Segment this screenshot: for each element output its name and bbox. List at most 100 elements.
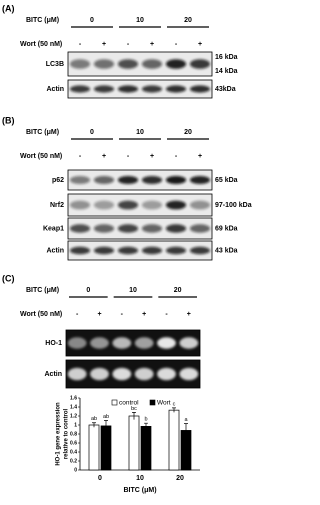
- size-label: 97-100 kDa: [215, 202, 252, 209]
- y-tick-label: 0.6: [70, 440, 77, 446]
- y-tick-label: 0.4: [70, 449, 77, 455]
- blot-frame: [67, 79, 213, 99]
- band: [179, 337, 199, 349]
- blot-frame: [67, 51, 213, 77]
- band: [93, 59, 115, 69]
- significance-letter: ab: [103, 414, 109, 420]
- bar: [100, 425, 112, 471]
- wort-sign: +: [150, 41, 154, 48]
- blot-frame: [65, 329, 201, 357]
- bar: [168, 409, 180, 471]
- band: [117, 200, 139, 210]
- band: [189, 85, 211, 93]
- bitc-label: BITC (μM): [26, 287, 59, 294]
- blot-name: Nrf2: [50, 202, 64, 209]
- blot-name: Actin: [47, 247, 65, 254]
- blot-frame: [67, 193, 213, 217]
- y-axis-label: HO-1 gene expression: [56, 402, 62, 466]
- band: [90, 337, 109, 349]
- significance-letter: c: [173, 401, 176, 407]
- dose-label: 10: [136, 17, 144, 24]
- wort-sign: -: [79, 41, 82, 48]
- dose-label: 20: [174, 287, 182, 294]
- error-bar: [104, 420, 108, 432]
- wort-sign: +: [198, 153, 202, 160]
- bar: [128, 415, 140, 471]
- dose-label: 0: [90, 17, 94, 24]
- band: [93, 85, 115, 93]
- blot-name: Keap1: [43, 225, 64, 232]
- y-tick-label: 1.6: [70, 395, 77, 401]
- size-label: 43 kDa: [215, 247, 238, 254]
- band: [117, 59, 139, 69]
- wort-sign: +: [150, 153, 154, 160]
- band: [165, 246, 187, 255]
- wort-sign: -: [121, 311, 124, 318]
- wort-sign: +: [142, 311, 146, 318]
- band: [93, 246, 115, 255]
- band: [69, 224, 91, 233]
- wort-sign: +: [187, 311, 191, 318]
- x-tick-label: 20: [176, 475, 184, 482]
- wort-sign: +: [102, 41, 106, 48]
- band: [141, 246, 163, 255]
- blot-name: Actin: [45, 371, 63, 378]
- band: [67, 367, 87, 381]
- band: [165, 85, 187, 93]
- wort-label: Wort (50 nM): [20, 153, 62, 160]
- band: [93, 176, 115, 184]
- blot-name: p62: [52, 177, 64, 184]
- band: [165, 200, 187, 210]
- dose-label: 0: [90, 129, 94, 136]
- band: [189, 246, 211, 255]
- band: [141, 59, 163, 69]
- dose-label: 0: [86, 287, 90, 294]
- significance-letter: a: [184, 417, 188, 423]
- legend-swatch: [111, 399, 118, 406]
- band: [69, 85, 91, 93]
- band: [141, 224, 163, 233]
- significance-letter: b: [144, 417, 147, 423]
- band: [157, 337, 176, 349]
- y-tick-label: 0: [74, 467, 77, 473]
- error-bar: [132, 412, 136, 420]
- band: [93, 200, 115, 210]
- wort-sign: -: [127, 153, 130, 160]
- wort-sign: -: [165, 311, 168, 318]
- blot-frame: [67, 169, 213, 191]
- panel-label: (C): [2, 273, 15, 283]
- band: [141, 200, 163, 210]
- size-label: 43kDa: [215, 86, 236, 93]
- error-bar: [184, 423, 188, 438]
- band: [90, 367, 109, 381]
- blot-frame: [65, 359, 201, 389]
- size-label: 65 kDa: [215, 177, 238, 184]
- dose-label: 20: [184, 17, 192, 24]
- band: [112, 367, 132, 381]
- y-tick-label: 1.2: [70, 413, 77, 419]
- band: [117, 85, 139, 93]
- panel-label: (A): [2, 3, 15, 13]
- error-bar: [172, 407, 176, 413]
- band: [165, 176, 187, 184]
- dose-label: 20: [184, 129, 192, 136]
- band: [157, 367, 176, 381]
- band: [189, 224, 211, 233]
- band: [179, 367, 199, 381]
- size-label: 69 kDa: [215, 225, 238, 232]
- x-tick-label: 10: [136, 475, 144, 482]
- error-bar: [144, 422, 148, 430]
- band: [93, 224, 115, 233]
- wort-sign: +: [198, 41, 202, 48]
- size-label: 16 kDa: [215, 54, 238, 61]
- band: [67, 337, 87, 349]
- wort-sign: -: [79, 153, 82, 160]
- blot-name: LC3B: [46, 61, 64, 68]
- band: [141, 85, 163, 93]
- panel-label: (B): [2, 115, 15, 125]
- band: [189, 176, 211, 184]
- wort-sign: +: [97, 311, 101, 318]
- blot-name: Actin: [47, 86, 65, 93]
- x-tick-label: 0: [98, 475, 102, 482]
- y-tick-label: 1: [74, 422, 77, 428]
